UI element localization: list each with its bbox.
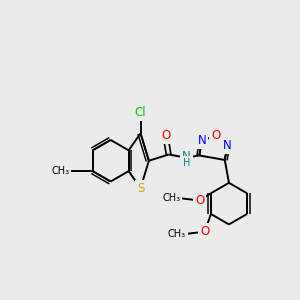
Text: N: N xyxy=(197,134,206,147)
Text: CH₃: CH₃ xyxy=(162,194,180,203)
Text: Cl: Cl xyxy=(135,106,146,119)
Text: N: N xyxy=(223,139,232,152)
Text: H: H xyxy=(183,158,191,168)
Text: O: O xyxy=(161,129,170,142)
Text: S: S xyxy=(137,182,144,195)
Text: N: N xyxy=(182,150,191,163)
Text: CH₃: CH₃ xyxy=(167,229,185,239)
Text: O: O xyxy=(195,194,204,207)
Text: O: O xyxy=(200,225,209,238)
Text: CH₃: CH₃ xyxy=(51,166,69,176)
Text: O: O xyxy=(211,129,220,142)
